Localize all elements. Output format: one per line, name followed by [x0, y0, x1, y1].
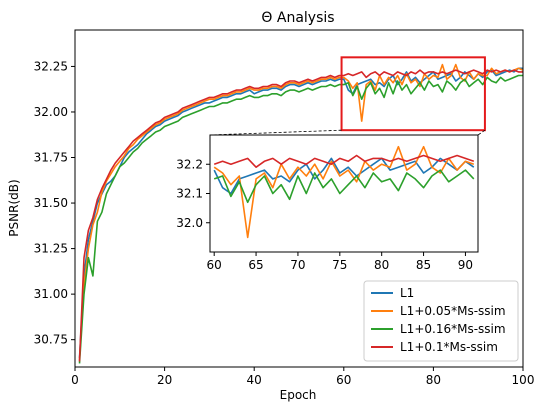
series-line — [78, 69, 523, 362]
inset-x-tick-label: 80 — [374, 258, 389, 272]
legend-box — [363, 280, 519, 362]
x-tick-label: 20 — [157, 373, 172, 387]
zoom-indicator — [209, 56, 486, 136]
y-tick-label: 31.00 — [34, 287, 68, 301]
inset-axis-ticks: 60 65 70 75 80 85 90 32.0 32.1 32.2 — [176, 157, 473, 272]
inset-x-tick-label: 90 — [458, 258, 473, 272]
series-line — [78, 67, 523, 358]
inset-plot-lines — [213, 145, 475, 239]
x-tick-label: 40 — [247, 373, 262, 387]
main-axis-ticks: 0 20 40 60 80 100 30.75 31.00 31.25 31.50 31.75 32.… — [34, 59, 535, 387]
legend-label: L1 — [400, 286, 414, 300]
inset-series-line — [213, 169, 475, 204]
inset-x-tick-label: 60 — [207, 258, 222, 272]
series-line — [78, 74, 523, 364]
zoom-connector — [477, 129, 486, 136]
x-tick-label: 60 — [336, 373, 351, 387]
y-tick-label: 31.25 — [34, 242, 68, 256]
legend-label: L1+0.16*Ms-ssim — [400, 322, 506, 336]
inset-x-tick-label: 75 — [332, 258, 347, 272]
x-tick-label: 100 — [512, 373, 535, 387]
x-tick-label: 80 — [426, 373, 441, 387]
y-tick-label: 31.50 — [34, 196, 68, 210]
legend-item: L1+0.1*Ms-ssim — [371, 340, 498, 354]
x-tick-label: 0 — [71, 373, 79, 387]
legend-label: L1+0.05*Ms-ssim — [400, 304, 506, 318]
inset-series-line — [213, 145, 475, 239]
y-tick-label: 30.75 — [34, 333, 68, 347]
y-axis-title: PSNR(dB) — [7, 179, 21, 236]
inset-x-tick-label: 65 — [248, 258, 263, 272]
legend-item: L1+0.16*Ms-ssim — [371, 322, 506, 336]
x-axis-title: Epoch — [280, 388, 317, 402]
inset-y-tick-label: 32.2 — [176, 157, 203, 171]
y-tick-label: 31.75 — [34, 151, 68, 165]
legend-item: L1 — [371, 286, 414, 300]
inset-series-line — [213, 157, 475, 195]
main-plot-frame — [74, 29, 524, 368]
inset-background — [210, 135, 478, 252]
inset-x-tick-label: 85 — [416, 258, 431, 272]
zoom-connector — [209, 129, 342, 136]
legend-item: L1+0.05*Ms-ssim — [371, 304, 506, 318]
y-tick-label: 32.00 — [34, 105, 68, 119]
zoom-box — [340, 56, 486, 132]
inset-y-tick-label: 32.1 — [176, 187, 203, 201]
inset-x-tick-label: 70 — [290, 258, 305, 272]
series-line — [78, 63, 524, 360]
legend-label: L1+0.1*Ms-ssim — [400, 340, 498, 354]
main-plot-lines — [78, 63, 524, 364]
inset-plot: 60 65 70 75 80 85 90 32.0 32.1 32.2 — [176, 134, 479, 272]
legend: L1 L1+0.05*Ms-ssim L1+0.16*Ms-ssim L1+0.… — [363, 280, 519, 362]
inset-series-line — [213, 154, 475, 168]
inset-y-tick-label: 32.0 — [176, 216, 203, 230]
chart-title: Θ Analysis — [261, 10, 334, 26]
y-tick-label: 32.25 — [34, 59, 68, 73]
